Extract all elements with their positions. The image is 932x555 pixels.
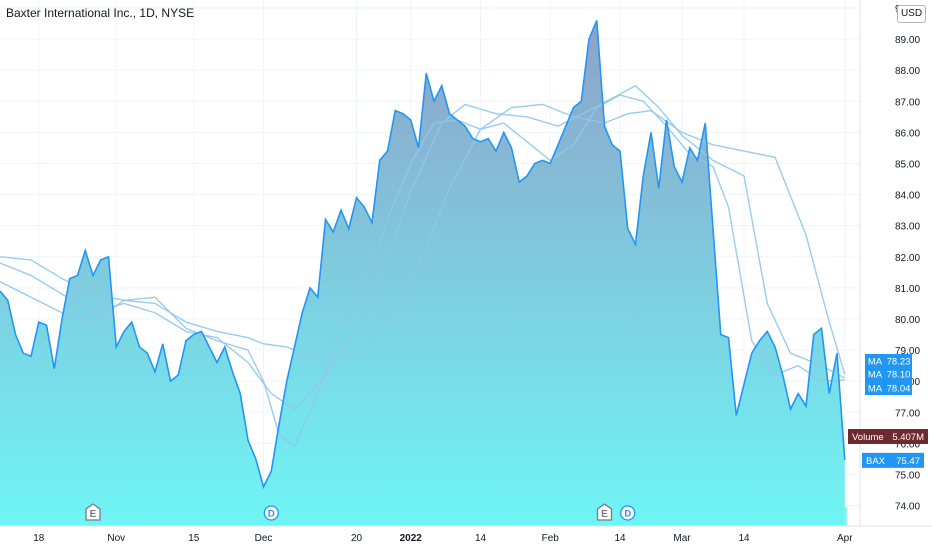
moving-average-line [0,94,845,448]
y-tick-label: 74.00 [895,502,920,513]
ma-label-value: 78.10 [887,370,911,381]
x-tick-label: 14 [614,533,626,544]
x-tick-label: Dec [255,533,273,544]
y-tick-label: 84.00 [895,191,920,202]
ma-label-value-bg [885,381,912,395]
dividend-marker [620,505,636,521]
ma-label-value: 78.04 [887,384,911,395]
y-tick-label: 89.00 [895,35,920,46]
y-tick-label: 81.00 [895,284,920,295]
x-tick-label: 14 [475,533,487,544]
price-line [0,20,846,490]
ma-label-name-bg [865,367,885,381]
last-price-label-name: BAX [866,456,886,467]
y-tick-label: 80.00 [895,315,920,326]
earnings-marker [85,503,101,521]
volume-label-bg [848,429,928,444]
last-price-label-value: 75.47 [896,456,920,467]
plot-area[interactable] [0,20,848,526]
chart-title: Baxter International Inc., 1D, NYSE [6,6,195,20]
x-tick-label: 2022 [400,533,423,544]
x-tick-label: 14 [738,533,750,544]
ma-label-name: MA [868,370,883,381]
ma-label-name: MA [868,357,883,368]
dividend-marker [263,505,279,521]
currency-badge[interactable]: USD [897,5,926,23]
ma-label-name-bg [865,381,885,395]
earnings-marker-letter: E [601,509,608,520]
ma-label-name-bg [865,354,885,368]
x-tick-label: 15 [188,533,200,544]
y-tick-label: 88.00 [895,66,920,77]
earnings-marker [596,503,613,521]
y-tick-label: 77.00 [895,408,920,419]
y-tick-label: 85.00 [895,159,920,170]
y-tick-label: 86.00 [895,128,920,139]
y-tick-label: 82.00 [895,253,920,264]
ma-label-name: MA [868,384,883,395]
y-tick-label: 87.00 [895,97,920,108]
x-tick-label: 18 [33,533,45,544]
price-scale-labels: MA 78.23 MA 78.10 MA 78.04 Volume 5.407M BAX 75.4… [848,354,928,468]
ma-label-value: 78.23 [887,357,911,368]
moving-average-line [0,103,846,375]
y-tick-label: 76.00 [895,439,920,450]
x-tick-label: 20 [351,533,363,544]
last-price-label-bg [862,452,924,468]
time-axis[interactable]: 18 Nov 15 Dec 20 2022 14 Feb 14 Mar 14 Apr [33,533,853,544]
y-tick-label: 83.00 [895,222,920,233]
x-tick-label: Feb [542,533,560,544]
x-tick-label: Nov [107,533,125,544]
ma-label-value-bg [885,354,912,368]
earnings-marker-letter: E [90,509,97,520]
volume-label-name: Volume [852,432,884,443]
dividend-marker-letter: D [624,509,631,520]
ma-label-value-bg [885,367,912,381]
y-tick-label: 75.00 [895,470,920,481]
y-tick-label: 79.00 [895,346,920,357]
volume-label-value: 5.407M [892,432,924,443]
x-tick-label: Apr [837,533,853,544]
price-area [0,20,845,526]
x-tick-label: Mar [673,533,691,544]
dividend-marker-letter: D [268,509,275,520]
